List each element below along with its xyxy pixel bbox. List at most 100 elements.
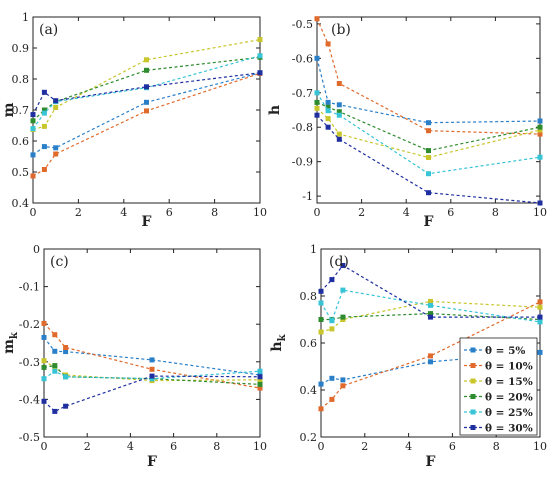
panel-b-series-4-point (426, 148, 431, 154)
panel-d-series-1-point (428, 359, 433, 365)
panel-b-series-1-point (314, 55, 320, 61)
panel-d-series-6-point (428, 314, 433, 320)
panel-a-xtick-label: 0 (30, 206, 37, 219)
panel-c-series-2-point (149, 366, 155, 372)
panel-a-series-4-point (144, 67, 149, 73)
panel-d-series-1-point (537, 349, 543, 355)
panel-d-series-5-point (318, 300, 324, 306)
panel-b-series-2-point (325, 41, 331, 47)
panel-d-series-2-point (318, 406, 324, 412)
panel-c-series-1-point (41, 334, 47, 340)
panel-a-series-3-point (53, 105, 59, 110)
panel-a-series-line-6 (32, 72, 261, 115)
panel-d-series (318, 263, 543, 412)
panel-a-series-4-point (30, 118, 36, 124)
panel-b-ytick-label: -0.6 (292, 52, 313, 65)
panel-c-series-6-point (63, 403, 69, 409)
panel-c-series-line-4 (43, 364, 261, 385)
panel-c-series-4-point (257, 381, 263, 387)
panel-c-ticks: 0 2 4 6 8 10 -0.5 -0.4 -0.3 -0.2 -0.1 0 (19, 243, 267, 453)
panel-c-xtick-label: 10 (253, 440, 267, 453)
panel-d-series-5-point (428, 302, 433, 308)
legend-swatch-marker (470, 347, 476, 353)
panel-b-xtick-label: 10 (533, 206, 547, 219)
panel-a-series-1-point (144, 99, 149, 105)
panel-a-ticks: 0 2 4 6 8 10 0.4 0.5 0.6 0.7 0.8 0.9 1 (12, 11, 268, 219)
panel-c-xtick-label: 8 (213, 440, 220, 453)
panel-c-xtick-label: 6 (170, 440, 177, 453)
panel-d-ytick-label: 0.8 (300, 290, 318, 303)
panel-c-ytick-label: -0.4 (19, 393, 40, 406)
panel-d-series-2-point (329, 396, 335, 402)
panel-b: 0 2 4 6 8 10 -1 -0.9 -0.8 -0.7 -0.6 -0.5 (b) F h (267, 16, 547, 230)
panel-c-series-1-point (149, 357, 155, 363)
panel-b-series-2-point (314, 16, 320, 22)
panel-b-xtick-label: 4 (403, 206, 410, 219)
panel-c-series-6-point (52, 408, 58, 414)
panel-d-ylabel: hk (269, 333, 288, 351)
panel-a-ytick-label: 0.9 (12, 42, 30, 55)
panel-d-ylabel-main: h (269, 341, 285, 351)
panel-d-xtick-label: 2 (361, 440, 368, 453)
panel-b-series-3-point (325, 116, 331, 122)
legend-entry-label: θ = 5% (485, 345, 525, 357)
panel-a-series-1-point (41, 144, 47, 150)
panel-d-series-line-3 (320, 300, 541, 333)
panel-a-series-2-point (41, 167, 47, 172)
panel-d-ticks: 0 2 4 6 8 10 0.2 0.4 0.6 0.8 1 (300, 243, 548, 453)
panel-d-series-6-point (329, 277, 335, 283)
panel-b-series-6-point (336, 136, 342, 142)
panel-d-xtick-label: 4 (405, 440, 412, 453)
panel-c-series-4-point (52, 363, 58, 369)
panel-b-xtick-label: 2 (358, 206, 365, 219)
panel-b-series-6-point (537, 200, 543, 206)
panel-a-xtick-label: 10 (253, 206, 267, 219)
panel-a-series-2-point (30, 173, 36, 179)
panel-d: 0 2 4 6 8 10 0.2 0.4 0.6 0.8 1 (d) F hk (269, 243, 547, 470)
panel-b-series-line-4 (316, 101, 541, 152)
panel-d-xlabel: F (426, 454, 436, 470)
panel-b-series-1-point (325, 99, 331, 105)
panel-a-ytick-label: 1 (22, 11, 29, 24)
panel-c-ylabel-sub: k (9, 331, 20, 339)
panel-b-series-6-point (426, 190, 431, 196)
panel-b-series-4-point (325, 104, 331, 110)
panel-b-xlabel: F (424, 214, 434, 230)
panel-c-xtick-label: 4 (127, 440, 134, 453)
panel-a-series-5-point (257, 53, 263, 59)
panel-b-series-3-point (426, 155, 431, 160)
panel-c-series-1-point (63, 349, 69, 355)
panel-d-series-4-point (318, 317, 324, 322)
panel-a-xtick-label: 2 (75, 206, 82, 219)
panel-d-series-3-point (537, 304, 543, 310)
legend-entry-label: θ = 30% (485, 423, 533, 435)
panel-b-series-6-point (314, 112, 320, 118)
panel-c-series-line-6 (43, 375, 261, 413)
panel-c-series-6-point (149, 373, 155, 379)
panel-b-series-4-point (336, 109, 342, 115)
panel-d-series-1-point (340, 377, 346, 383)
panel-d-xtick-label: 8 (493, 440, 500, 453)
panel-c-series-2-point (257, 385, 263, 391)
panel-c: 0 2 4 6 8 10 -0.5 -0.4 -0.3 -0.2 -0.1 0 (c) F mk (1, 243, 267, 470)
panel-c-series-3-point (41, 358, 47, 364)
panel-a-series-line-1 (32, 72, 261, 156)
panel-d-ylabel-sub: k (277, 333, 288, 341)
panel-d-xtick-label: 10 (533, 440, 547, 453)
panel-a-tag: (a) (39, 22, 58, 38)
panel-b-series-1-point (426, 120, 431, 126)
panel-a-series-1-point (30, 152, 36, 158)
panel-b-series-2-point (537, 131, 543, 137)
panel-b-ytick-label: -0.5 (292, 18, 313, 31)
panel-a-series-6-point (257, 70, 263, 76)
panel-b-series-4-point (537, 124, 543, 130)
panel-b-ylabel: h (267, 105, 283, 115)
panel-d-series-1-point (329, 375, 335, 381)
panel-a-series-6-point (53, 98, 59, 104)
panel-a-xlabel: F (142, 214, 152, 230)
panel-b-series-2-point (336, 81, 342, 86)
panel-a-series-line-2 (32, 72, 261, 177)
panel-b-ytick-label: -1 (302, 190, 313, 203)
panel-a-series-1-point (53, 145, 59, 151)
panel-c-ytick-label: -0.5 (19, 431, 40, 444)
